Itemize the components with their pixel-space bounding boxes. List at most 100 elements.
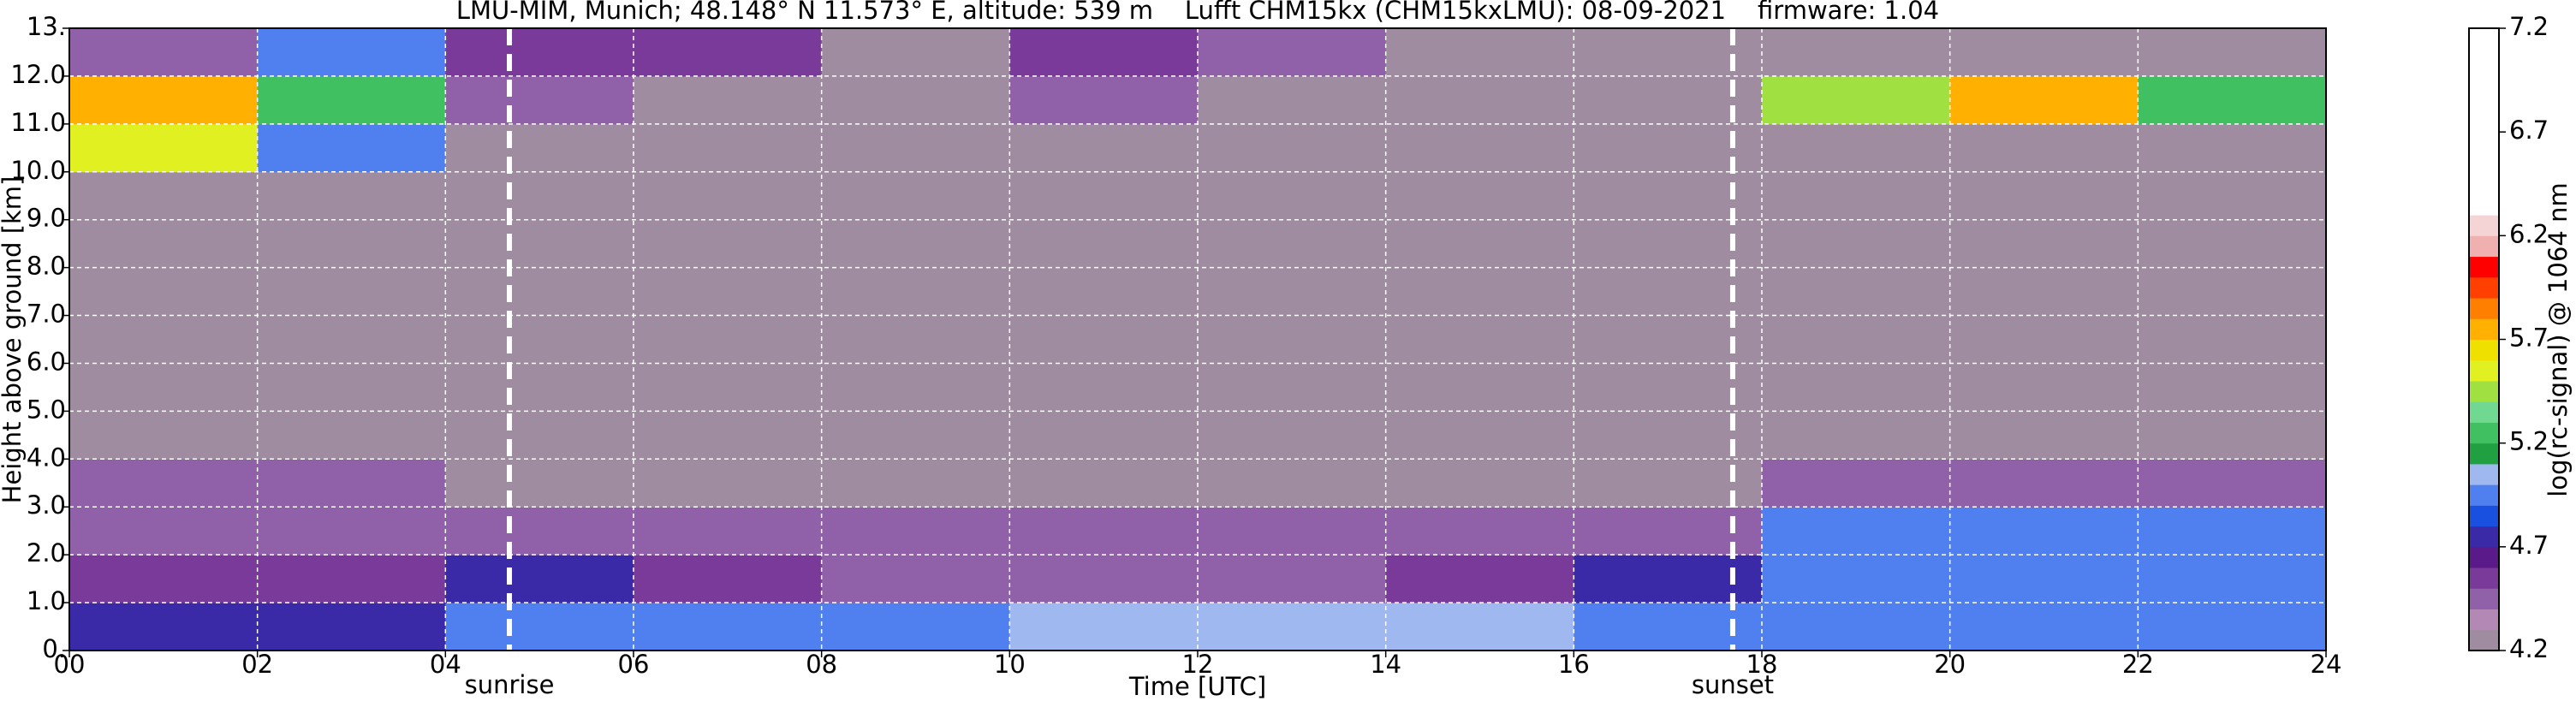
heatmap-cell: [1949, 459, 2139, 508]
heatmap-cell: [445, 555, 634, 603]
colorbar-swatch: [2469, 110, 2499, 133]
heatmap-cell: [1385, 171, 1574, 221]
heatmap-cell: [634, 459, 823, 508]
heatmap-cell: [821, 363, 1010, 412]
heatmap-cell: [821, 171, 1010, 221]
heatmap-cell: [2138, 411, 2327, 460]
heatmap-cell: [445, 219, 634, 269]
heatmap-cell: [1009, 28, 1199, 77]
heatmap-cell: [257, 315, 446, 364]
heatmap-cell: [1009, 219, 1199, 269]
heatmap-cell: [1385, 555, 1574, 603]
heatmap-cell: [69, 123, 259, 173]
heatmap-cell: [1949, 267, 2139, 317]
heatmap-cell: [634, 267, 823, 317]
heatmap-cell: [69, 315, 259, 364]
heatmap-cell: [69, 171, 259, 221]
heatmap-cell: [1009, 75, 1199, 125]
heatmap-cell: [1009, 171, 1199, 221]
heatmap-cell: [69, 363, 259, 412]
colorbar-swatch: [2469, 256, 2499, 278]
heatmap-cell: [634, 363, 823, 412]
heatmap-cell: [1198, 75, 1387, 125]
heatmap-cell: [821, 507, 1010, 556]
colorbar-swatch: [2469, 546, 2499, 568]
heatmap-cell: [1949, 603, 2139, 651]
heatmap-cell: [1198, 507, 1387, 556]
heatmap-cell: [634, 507, 823, 556]
heatmap-cell: [821, 267, 1010, 317]
x-tick-label: 08: [806, 650, 837, 679]
colorbar-swatch: [2469, 359, 2499, 382]
heatmap-cell: [1949, 315, 2139, 364]
colorbar-swatch: [2469, 235, 2499, 258]
y-tick-label: 2.0: [27, 538, 66, 567]
colorbar-swatch: [2469, 69, 2499, 92]
heatmap-cell: [1009, 267, 1199, 317]
heatmap-cell: [634, 555, 823, 603]
heatmap-cell: [634, 219, 823, 269]
y-tick-label: 3.0: [27, 490, 66, 520]
heatmap-cell: [1198, 315, 1387, 364]
x-tick-label: 24: [2311, 650, 2342, 679]
x-tick-label: 00: [54, 650, 86, 679]
y-tick-label: 4.0: [27, 443, 66, 472]
heatmap-cell: [257, 219, 446, 269]
heatmap-cell: [445, 75, 634, 125]
heatmap-cell: [1762, 411, 1951, 460]
colorbar-swatch: [2469, 318, 2499, 340]
heatmap-cell: [2138, 123, 2327, 173]
heatmap-cell: [634, 171, 823, 221]
heatmap-cell: [2138, 603, 2327, 651]
heatmap-cell: [821, 555, 1010, 603]
heatmap-cell: [1762, 603, 1951, 651]
heatmap-cell: [1385, 267, 1574, 317]
heatmap-cell: [69, 75, 259, 125]
colorbar-swatch: [2469, 422, 2499, 444]
heatmap-cell: [2138, 75, 2327, 125]
chart-title: LMU-MIM, Munich; 48.148° N 11.573° E, al…: [456, 0, 1939, 25]
heatmap-cell: [257, 411, 446, 460]
heatmap-cell: [1009, 459, 1199, 508]
heatmap-cell: [1385, 411, 1574, 460]
heatmap-cell: [257, 603, 446, 651]
colorbar-swatch: [2469, 443, 2499, 465]
heatmap-cell: [1385, 315, 1574, 364]
heatmap-cell: [1198, 555, 1387, 603]
heatmap-cell: [257, 507, 446, 556]
heatmap-cell: [2138, 28, 2327, 77]
heatmap-cell: [1009, 603, 1199, 651]
colorbar-swatch: [2469, 49, 2499, 70]
heatmap-cell: [69, 507, 259, 556]
colorbar-swatch: [2469, 629, 2499, 651]
colorbar-swatch: [2469, 276, 2499, 299]
y-tick-label: 6.0: [27, 347, 66, 376]
heatmap-cell: [445, 603, 634, 651]
heatmap-cell: [445, 363, 634, 412]
heatmap-cell: [1949, 411, 2139, 460]
y-tick-label: 11.0: [10, 108, 66, 137]
heatmap-cell: [69, 411, 259, 460]
colorbar-swatch: [2469, 152, 2499, 175]
heatmap-cell: [1385, 123, 1574, 173]
heatmap-cell: [1198, 459, 1387, 508]
heatmap-cell: [445, 459, 634, 508]
heatmap-cell: [821, 219, 1010, 269]
colorbar-swatch: [2469, 588, 2499, 610]
heatmap-cell: [2138, 315, 2327, 364]
heatmap-cell: [1385, 603, 1574, 651]
colorbar-swatch: [2469, 526, 2499, 548]
heatmap-cell: [1949, 363, 2139, 412]
event-label: sunset: [1692, 670, 1774, 699]
x-tick-label: 04: [430, 650, 461, 679]
heatmap-cell: [445, 171, 634, 221]
heatmap-cell: [445, 28, 634, 77]
colorbar-tick-label: 7.2: [2509, 12, 2549, 41]
y-tick-label: 10.0: [10, 156, 66, 185]
heatmap-cell: [1949, 219, 2139, 269]
colorbar-swatch: [2469, 28, 2499, 50]
heatmap-cell: [2138, 555, 2327, 603]
plot-frame: [68, 27, 2327, 651]
colorbar-swatch: [2469, 90, 2499, 112]
